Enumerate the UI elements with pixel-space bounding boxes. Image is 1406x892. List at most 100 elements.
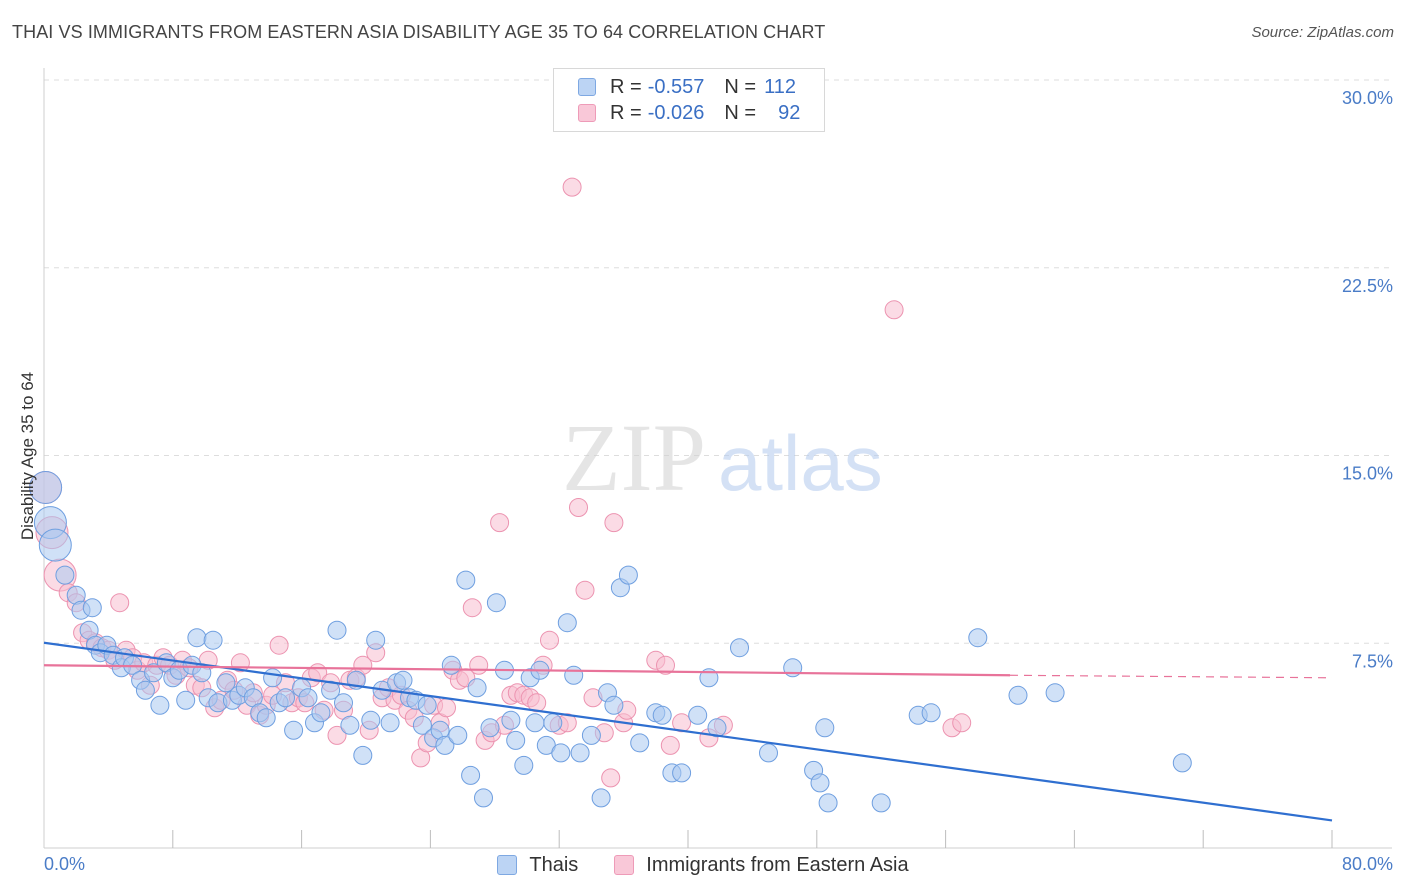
thais-point [441,655,461,675]
legend-r-label: R = [610,75,642,98]
immigrants-point [469,655,489,675]
legend-r-label: R = [610,101,642,124]
thais-point [551,743,571,763]
watermark-atlas: atlas [718,419,883,507]
immigrants-point [540,630,559,650]
immigrants-trend-line [43,664,1011,677]
thais-point [380,713,400,733]
y-tick-labels: 7.5% 15.0% 22.5% 30.0% [1342,88,1393,671]
thais-point [187,628,207,648]
immigrants-point [269,635,289,655]
immigrants-point [952,713,972,733]
legend-n-label: N = [724,101,757,124]
thais-point [435,735,455,755]
y-tick-label: 15.0% [1342,464,1393,484]
thais-point [55,565,75,585]
watermark-zip: ZIP [562,404,706,511]
thais-point [921,703,941,723]
x-tick-label: 80.0% [1342,854,1393,874]
legend-swatch-immigrants [578,104,596,122]
immigrants-point [604,513,624,533]
thais-point [525,713,545,733]
legend-n-label: N = [724,75,757,98]
thais-point [461,765,481,785]
immigrants-point [490,513,510,533]
watermark: ZIP atlas [562,404,883,511]
thais-point [456,570,476,590]
thais-point [353,745,373,765]
legend-r-value: -0.026 [647,101,705,124]
x-tick-label: 0.0% [44,854,85,874]
legend-n-value: 112 [764,75,796,98]
immigrants-point [462,598,482,618]
thais-point [707,718,727,738]
thais-point [366,630,386,650]
gridlines [44,79,1392,644]
thais-point [203,630,223,650]
chart-source: Source: ZipAtlas.com [1251,24,1394,41]
y-tick-label: 7.5% [1352,651,1393,671]
thais-point [263,668,283,688]
thais-point [818,793,838,813]
immigrants-point [575,580,595,600]
x-tick-labels: 0.0% 80.0% [44,854,1393,874]
immigrants-point [660,735,680,755]
immigrants-point [110,593,130,613]
series-label-thais: Thais [529,853,579,876]
thais-point [361,710,381,730]
thais-point [564,665,584,685]
thais-point [176,690,196,710]
thais-point [581,725,601,745]
thais-point [480,718,500,738]
series-label-immigrants: Immigrants from Eastern Asia [646,853,909,876]
thais-point [618,565,638,585]
thais-point [1008,685,1028,705]
thais-point [968,628,988,648]
thais-point [557,613,577,633]
thais-point [417,695,437,715]
immigrants-point [437,698,456,718]
series-legend: Thais Immigrants from Eastern Asia [0,852,1406,878]
thais-point [815,718,835,738]
thais-point [672,763,692,783]
legend-n-value: 92 [778,101,801,124]
thais-point [1045,683,1065,703]
thais-point [150,695,170,715]
thais-trend-line [43,641,1333,822]
y-axis-label: Disability Age 35 to 64 [18,371,37,541]
thais-point [871,793,891,813]
immigrants-point [327,725,347,745]
thais-point [570,743,590,763]
axes [43,68,1392,849]
legend-row-thais: R = -0.557 N = 112 [578,75,796,99]
thais-point [144,663,163,683]
series-legend-immigrants: Immigrants from Eastern Asia [614,853,909,877]
thais-point [688,705,708,725]
thais-point [501,710,521,730]
correlation-legend: R = -0.557 N = 112 R = -0.026 N = 92 [553,68,825,132]
thais-point [135,680,155,700]
thais-point [810,773,830,793]
thais-point [256,708,276,728]
thais-point [327,620,347,640]
thais-point [298,688,318,708]
thais-point [284,720,304,740]
thais-point [29,471,63,504]
thais-point [486,593,506,613]
thais-point [730,638,749,658]
thais-point [334,693,353,713]
series-swatch-thais [497,855,518,875]
thais-point [276,688,295,708]
thais-point [38,528,72,562]
y-tick-label: 30.0% [1342,88,1393,108]
immigrants-point [562,177,582,197]
thais-point [759,743,778,763]
thais-point [340,715,360,735]
thais-point [448,725,468,745]
legend-row-immigrants: R = -0.026 N = 92 [578,101,800,125]
trend-lines [43,641,1333,822]
thais-point [652,705,672,725]
thais-point [591,788,611,808]
thais-point [506,730,526,750]
